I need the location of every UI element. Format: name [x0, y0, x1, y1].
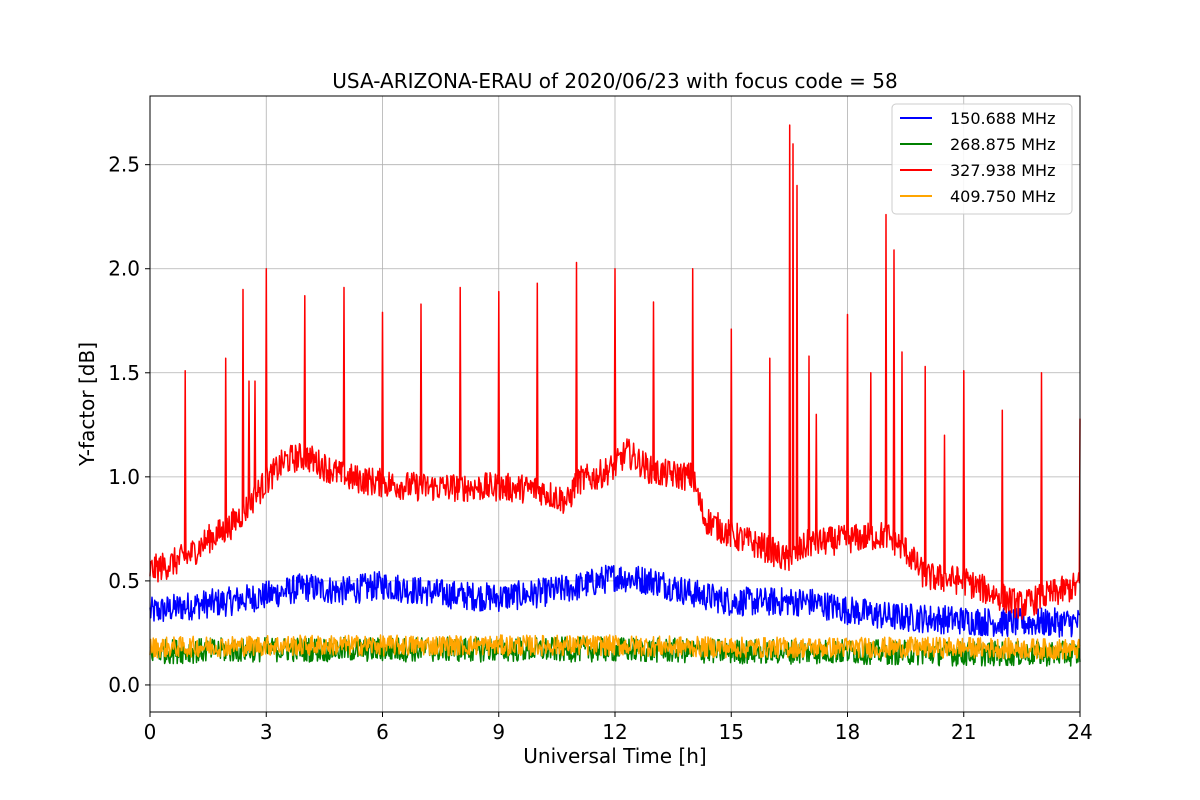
legend-box	[891, 103, 1073, 215]
legend: 150.688 MHz 268.875 MHz 327.938 MHz 409.750…	[891, 103, 1073, 215]
legend-label: 150.688 MHz	[950, 109, 1055, 128]
y-tick-label: 2.0	[108, 257, 140, 281]
legend-label: 409.750 MHz	[950, 187, 1055, 206]
y-axis-label: Y-factor [dB]	[75, 342, 99, 467]
x-axis-label: Universal Time [h]	[523, 744, 706, 768]
x-tick-label: 12	[602, 720, 627, 744]
x-tick-label: 3	[260, 720, 273, 744]
x-tick-label: 9	[492, 720, 505, 744]
y-tick-label: 0.0	[108, 673, 140, 697]
axis-ticks: 0 3 6 9 12 15 18 21 24 0.0 0.5 1.0 1.5 2.0 2.5	[108, 153, 1093, 744]
series-line	[149, 564, 1081, 638]
x-tick-label: 15	[719, 720, 744, 744]
y-tick-label: 1.5	[108, 361, 140, 385]
legend-label: 327.938 MHz	[950, 161, 1055, 180]
x-tick-label: 6	[376, 720, 389, 744]
x-tick-label: 21	[951, 720, 976, 744]
y-tick-label: 0.5	[108, 569, 140, 593]
series-line	[149, 634, 1081, 660]
plot-area	[149, 124, 1081, 667]
y-tick-label: 1.0	[108, 465, 140, 489]
x-tick-label: 0	[144, 720, 157, 744]
chart-title: USA-ARIZONA-ERAU of 2020/06/23 with focu…	[332, 69, 897, 93]
x-tick-label: 18	[835, 720, 860, 744]
series-line	[149, 124, 1081, 620]
y-tick-label: 2.5	[108, 153, 140, 177]
x-tick-label: 24	[1067, 720, 1092, 744]
legend-label: 268.875 MHz	[950, 135, 1055, 154]
